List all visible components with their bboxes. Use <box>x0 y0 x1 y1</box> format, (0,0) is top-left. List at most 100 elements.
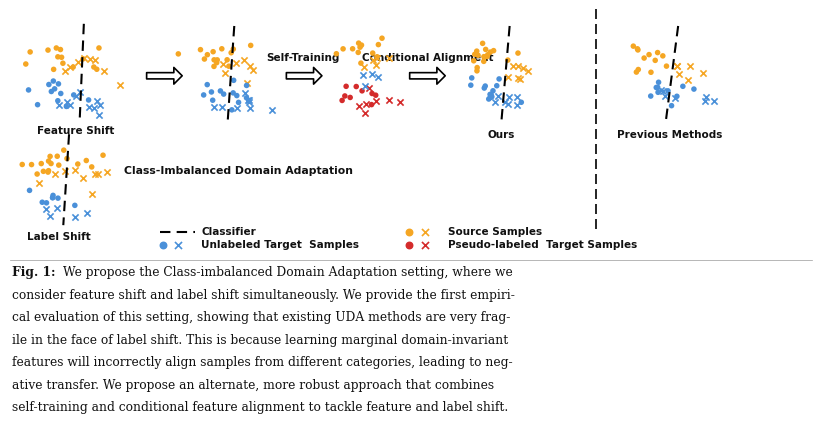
Point <box>660 63 673 70</box>
Point <box>238 57 251 64</box>
Point <box>382 55 395 61</box>
Point <box>470 48 483 55</box>
Point <box>478 53 491 60</box>
Point <box>472 52 485 59</box>
Point <box>665 102 678 109</box>
Point <box>512 74 525 81</box>
Point <box>652 89 665 96</box>
Point <box>510 102 524 109</box>
Point <box>681 76 695 83</box>
Point <box>219 70 232 77</box>
Point <box>488 99 501 106</box>
Point <box>44 88 58 95</box>
Point <box>87 104 100 111</box>
Point <box>229 59 242 66</box>
Point <box>85 163 99 170</box>
Point <box>336 45 349 52</box>
Point <box>696 69 709 76</box>
Point <box>22 87 35 94</box>
Point <box>516 65 529 71</box>
Point <box>644 93 658 100</box>
Point <box>403 241 416 248</box>
Point <box>16 161 29 168</box>
Point <box>359 101 372 108</box>
Point <box>70 93 83 100</box>
Point <box>67 91 81 98</box>
Point <box>57 60 70 67</box>
Point <box>81 210 94 216</box>
Point <box>58 147 71 154</box>
Point <box>643 51 656 58</box>
Text: Previous Methods: Previous Methods <box>617 130 723 140</box>
Point <box>53 162 66 168</box>
Point <box>216 60 229 67</box>
Point <box>90 97 104 104</box>
Point <box>365 70 378 77</box>
Point <box>698 97 711 104</box>
Point <box>367 57 380 64</box>
Text: Label Shift: Label Shift <box>27 232 91 242</box>
Point <box>210 56 224 63</box>
Point <box>47 192 60 199</box>
Point <box>357 63 370 70</box>
Point <box>63 102 76 109</box>
Point <box>369 62 382 69</box>
Point <box>30 171 44 178</box>
Point <box>206 48 219 55</box>
Point <box>700 94 713 100</box>
Point <box>479 46 492 53</box>
Point <box>354 60 367 67</box>
Point <box>88 171 101 178</box>
Text: Ours: Ours <box>487 130 515 140</box>
Point <box>484 48 497 55</box>
Point <box>335 97 349 104</box>
Point <box>656 52 669 59</box>
Point <box>42 81 55 88</box>
Point <box>658 93 672 100</box>
Point <box>89 57 102 64</box>
Point <box>355 42 368 48</box>
Point <box>55 54 68 61</box>
Point <box>194 46 207 53</box>
Point <box>357 72 370 79</box>
Point <box>638 55 651 61</box>
Text: Class-Imbalanced Domain Adaptation: Class-Imbalanced Domain Adaptation <box>124 166 353 176</box>
Point <box>670 93 683 100</box>
Point <box>61 99 74 106</box>
Point <box>92 45 105 52</box>
Point <box>172 241 185 248</box>
Point <box>241 80 254 87</box>
Point <box>50 45 63 52</box>
Point <box>242 97 255 104</box>
Point <box>330 50 343 57</box>
Point <box>60 103 73 110</box>
Point <box>74 88 87 95</box>
Point <box>242 97 256 104</box>
Point <box>82 103 95 110</box>
Point <box>654 86 667 93</box>
Point <box>266 107 279 114</box>
Point <box>76 174 90 181</box>
Point <box>365 101 378 108</box>
Point <box>649 84 663 91</box>
Text: Unlabeled Target  Samples: Unlabeled Target Samples <box>201 239 359 250</box>
Point <box>684 63 697 70</box>
Point <box>220 56 233 63</box>
Point <box>353 44 367 51</box>
Point <box>478 84 491 91</box>
Point <box>484 91 497 98</box>
Point <box>222 63 235 70</box>
Point <box>37 168 50 175</box>
Point <box>80 157 93 164</box>
Point <box>244 42 257 49</box>
Text: Fig. 1:: Fig. 1: <box>12 266 56 279</box>
Point <box>77 55 90 62</box>
Point <box>668 94 681 101</box>
Point <box>46 194 59 201</box>
Point <box>503 93 516 100</box>
Point <box>501 74 515 81</box>
Point <box>677 83 690 90</box>
Point <box>68 202 81 209</box>
Point <box>349 83 363 90</box>
Point <box>358 109 372 116</box>
